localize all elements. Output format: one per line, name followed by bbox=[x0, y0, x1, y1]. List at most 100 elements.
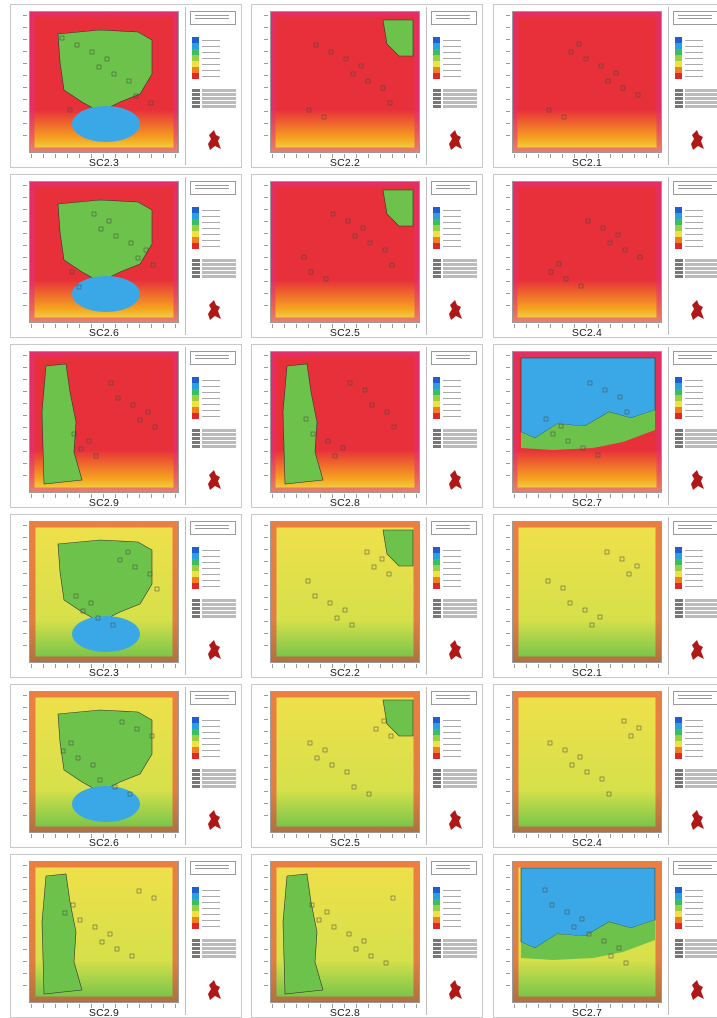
sample-marker bbox=[119, 719, 125, 725]
sample-marker bbox=[387, 100, 393, 106]
sample-marker bbox=[78, 446, 84, 452]
contour-map bbox=[512, 521, 662, 663]
sample-marker bbox=[145, 409, 151, 415]
legend-swatch bbox=[433, 893, 440, 899]
legend-line bbox=[443, 738, 461, 739]
map-caption: SC2.5 bbox=[329, 837, 361, 848]
legend-swatch bbox=[433, 67, 440, 73]
legend-line bbox=[202, 720, 220, 721]
sample-marker bbox=[564, 909, 570, 915]
green-zone bbox=[41, 363, 83, 485]
legend-swatch bbox=[192, 213, 199, 219]
legend-line bbox=[685, 914, 703, 915]
sample-marker bbox=[71, 431, 77, 437]
y-axis-ticks bbox=[17, 15, 27, 153]
sample-marker bbox=[545, 578, 551, 584]
y-axis-ticks bbox=[500, 865, 510, 1003]
contour-map bbox=[270, 521, 420, 663]
sample-marker bbox=[143, 247, 149, 253]
legend-swatch bbox=[192, 887, 199, 893]
x-axis-ticks bbox=[514, 664, 662, 668]
legend-swatch bbox=[192, 67, 199, 73]
legend-line bbox=[685, 216, 703, 217]
map-sidebar bbox=[426, 177, 481, 335]
sample-marker bbox=[80, 608, 86, 614]
map-sidebar bbox=[185, 177, 240, 335]
legend-swatch bbox=[675, 565, 682, 571]
contour-map bbox=[29, 521, 179, 663]
legend-swatch bbox=[192, 219, 199, 225]
map-caption: SC2.7 bbox=[571, 1007, 603, 1018]
sample-marker bbox=[362, 387, 368, 393]
x-axis-ticks bbox=[31, 834, 179, 838]
legend-swatch bbox=[433, 231, 440, 237]
contour-map-svg bbox=[271, 352, 419, 492]
green-zone bbox=[57, 539, 153, 623]
sample-marker bbox=[343, 56, 349, 62]
legend-line bbox=[685, 568, 703, 569]
legend-swatch bbox=[433, 559, 440, 565]
sample-marker bbox=[597, 614, 603, 620]
map-panel: SC2.8 bbox=[251, 344, 483, 508]
map-edge-band bbox=[30, 692, 178, 832]
map-caption: SC2.6 bbox=[88, 837, 120, 848]
sample-marker bbox=[615, 232, 621, 238]
sample-marker bbox=[135, 255, 141, 261]
sample-marker bbox=[569, 762, 575, 768]
legend-swatch bbox=[675, 911, 682, 917]
legend-swatch bbox=[192, 377, 199, 383]
legend-swatch bbox=[192, 61, 199, 67]
sample-marker bbox=[586, 931, 592, 937]
legend-line bbox=[443, 744, 461, 745]
legend-line bbox=[685, 70, 703, 71]
legend-table bbox=[675, 769, 717, 789]
title-box bbox=[190, 861, 236, 875]
legend-line bbox=[202, 404, 220, 405]
green-zone bbox=[57, 709, 153, 793]
map-edge-band bbox=[513, 12, 661, 152]
map-panel: SC2.5 bbox=[251, 684, 483, 848]
sample-marker bbox=[580, 445, 586, 451]
map-edge-band bbox=[271, 862, 419, 1002]
legend-line bbox=[202, 64, 220, 65]
x-axis-ticks bbox=[272, 324, 420, 328]
title-box bbox=[190, 11, 236, 25]
color-legend bbox=[433, 377, 477, 419]
map-panel: SC2.9 bbox=[10, 344, 242, 508]
legend-swatch bbox=[192, 571, 199, 577]
legend-line bbox=[685, 410, 703, 411]
sample-marker bbox=[323, 276, 329, 282]
sample-marker bbox=[550, 431, 556, 437]
legend-line bbox=[685, 246, 703, 247]
sample-marker bbox=[309, 902, 315, 908]
map-caption: SC2.7 bbox=[571, 497, 603, 508]
sample-marker bbox=[347, 380, 353, 386]
map-caption: SC2.5 bbox=[329, 327, 361, 338]
map-panel: SC2.6 bbox=[10, 684, 242, 848]
sample-marker bbox=[366, 791, 372, 797]
contour-map bbox=[270, 181, 420, 323]
sample-marker bbox=[634, 563, 640, 569]
legend-line bbox=[685, 64, 703, 65]
y-axis-ticks bbox=[17, 525, 27, 663]
legend-swatch bbox=[433, 61, 440, 67]
x-axis-ticks bbox=[31, 324, 179, 328]
legend-line bbox=[443, 726, 461, 727]
legend-swatch bbox=[675, 213, 682, 219]
legend-line bbox=[685, 228, 703, 229]
map-edge-band bbox=[513, 352, 661, 492]
legend-swatch bbox=[675, 571, 682, 577]
sample-marker bbox=[390, 895, 396, 901]
contour-map-svg bbox=[271, 12, 419, 152]
map-caption: SC2.8 bbox=[329, 1007, 361, 1018]
legend-swatch bbox=[192, 237, 199, 243]
sample-marker bbox=[342, 607, 348, 613]
logo-icon bbox=[691, 130, 704, 150]
contour-map bbox=[29, 691, 179, 833]
legend-line bbox=[202, 416, 220, 417]
legend-line bbox=[443, 890, 461, 891]
map-panel: SC2.7 bbox=[493, 854, 717, 1018]
legend-swatch bbox=[675, 377, 682, 383]
legend-line bbox=[685, 210, 703, 211]
legend-line bbox=[443, 386, 461, 387]
